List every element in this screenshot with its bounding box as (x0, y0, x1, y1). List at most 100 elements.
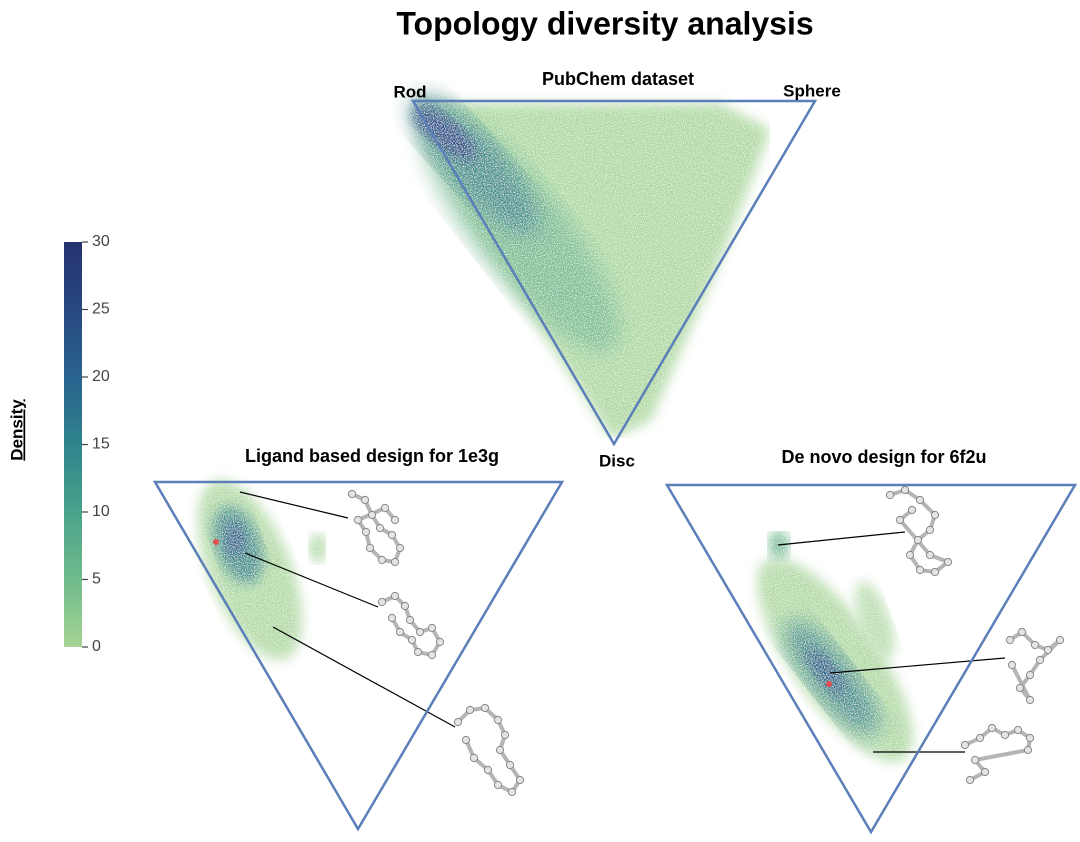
atom (483, 765, 493, 775)
atom (900, 485, 910, 495)
atom (1015, 683, 1025, 693)
atom (500, 730, 510, 740)
atom (380, 503, 390, 513)
atom (415, 627, 425, 637)
atom (435, 637, 445, 647)
colorbar (64, 242, 82, 647)
ternary-frame (152, 480, 565, 832)
atom (505, 760, 515, 770)
panel-title: De novo design for 6f2u (781, 447, 986, 467)
atom (480, 703, 490, 713)
atom (390, 591, 400, 601)
atom (407, 635, 417, 645)
atom (1035, 655, 1045, 665)
density-cloud (758, 531, 912, 762)
corner-label: Disc (599, 451, 635, 470)
density-cloud (411, 95, 770, 438)
atom (365, 543, 375, 553)
atom (1005, 635, 1015, 645)
ternary-frame (664, 483, 1078, 835)
colorbar-tick-label: 5 (92, 571, 101, 588)
atom (413, 647, 423, 657)
atom (1055, 635, 1065, 645)
atom (905, 550, 915, 560)
atom (1017, 627, 1027, 637)
atom (970, 755, 980, 765)
colorbar-tick-label: 30 (92, 233, 110, 250)
atom (427, 623, 437, 633)
atom (925, 550, 935, 560)
atom (1025, 733, 1035, 743)
callouts (239, 491, 1006, 753)
atom (361, 527, 371, 537)
atom (353, 515, 363, 525)
corner-label: Sphere (783, 81, 841, 100)
atom (495, 745, 505, 755)
atom (987, 723, 997, 733)
atom (943, 557, 953, 567)
highlight-point (213, 539, 219, 545)
atom (395, 627, 405, 637)
atom (930, 510, 940, 520)
atom (1000, 730, 1010, 740)
atom (1007, 660, 1017, 670)
atom (377, 555, 387, 565)
ternary-frame (410, 99, 818, 447)
atom (515, 775, 525, 785)
atom (507, 787, 517, 797)
bond (973, 748, 1030, 762)
atom (493, 715, 503, 725)
atom (453, 717, 463, 727)
atom (469, 753, 479, 763)
atom (1030, 640, 1040, 650)
panel-title: PubChem dataset (542, 69, 694, 89)
atom (980, 767, 990, 777)
atom (427, 650, 437, 660)
atom (1043, 645, 1053, 655)
density-cloud (198, 480, 326, 660)
atom (400, 601, 410, 611)
atom (1023, 745, 1033, 755)
atom (377, 597, 387, 607)
atom (360, 495, 370, 505)
highlight-point (826, 681, 832, 687)
atom (405, 615, 415, 625)
atom (930, 567, 940, 577)
panel-title: Ligand based design for 1e3g (245, 446, 499, 466)
bond (1010, 663, 1032, 702)
atom (1025, 695, 1035, 705)
atom (915, 565, 925, 575)
molecule-images (347, 485, 1065, 797)
atom (387, 530, 397, 540)
atom (925, 525, 935, 535)
colorbar-label: Density (7, 399, 26, 461)
atom (367, 510, 377, 520)
colorbar-tick-label: 0 (92, 638, 101, 655)
atom (885, 490, 895, 500)
atom (390, 557, 400, 567)
atom (895, 515, 905, 525)
atom (461, 735, 471, 745)
colorbar-tick-label: 20 (92, 368, 110, 385)
atom (493, 780, 503, 790)
atom (975, 733, 985, 743)
atom (913, 535, 923, 545)
atom (960, 740, 970, 750)
colorbar-tick-label: 15 (92, 436, 110, 453)
figure-title: Topology diversity analysis (396, 5, 813, 41)
atom (395, 543, 405, 553)
atom (465, 705, 475, 715)
atom (915, 495, 925, 505)
colorbar-tick-label: 25 (92, 301, 110, 318)
colorbar-tick-label: 10 (92, 503, 110, 520)
atom (1013, 725, 1023, 735)
atom (347, 489, 357, 499)
atom (965, 775, 975, 785)
atom (375, 523, 385, 533)
atom (907, 505, 917, 515)
corner-label: Rod (393, 82, 426, 101)
atom (387, 613, 397, 623)
atom (390, 515, 400, 525)
atom (1025, 670, 1035, 680)
